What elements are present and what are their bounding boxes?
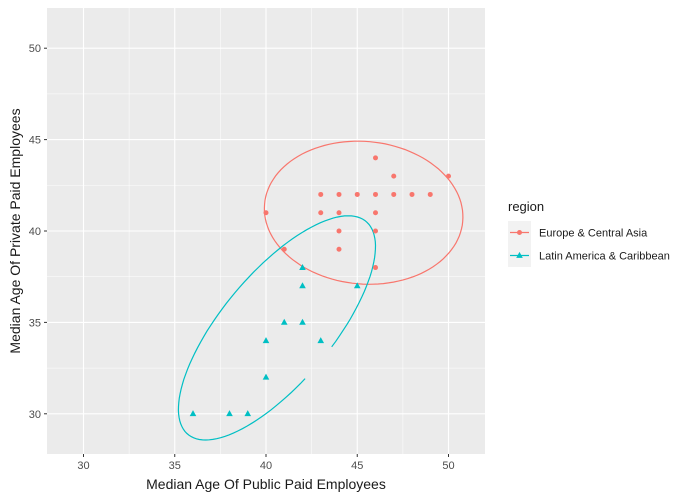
y-axis-title: Median Age Of Private Paid Employees [7,108,23,353]
y-tick-label: 40 [29,226,41,238]
legend-label: Europe & Central Asia [539,228,648,240]
data-point-circle [409,191,415,197]
data-point-circle [427,191,433,197]
data-point-circle [373,155,378,161]
legend: region Europe & Central Asia Latin Americ… [508,199,670,267]
data-point-triangle [262,373,270,380]
data-point-circle [391,173,397,179]
data-point-triangle [299,263,306,270]
data-point-triangle [262,337,270,344]
data-point-circle [281,246,287,252]
data-point-circle [336,210,342,216]
legend-key-circle [517,230,522,235]
data-point-circle [373,210,378,216]
data-point-circle [318,210,324,216]
y-tick-label: 45 [29,135,41,147]
x-tick-label: 50 [442,460,454,472]
data-points [189,155,451,417]
confidence-ellipse [263,140,464,285]
x-tick-label: 30 [77,460,89,472]
data-point-circle [336,191,342,197]
data-point-circle [354,191,360,197]
data-point-circle [373,265,378,271]
y-tick-label: 30 [29,409,41,421]
data-point-triangle [299,282,306,289]
data-point-triangle [353,282,361,289]
data-point-circle [318,191,324,197]
data-point-triangle [189,410,197,417]
legend-label: Latin America & Caribbean [539,251,670,263]
data-point-circle [336,246,342,252]
confidence-ellipses [177,140,464,441]
data-point-triangle [244,410,252,417]
legend-title: region [508,199,544,214]
data-point-triangle [299,318,306,325]
y-tick-label: 50 [29,43,41,55]
data-point-circle [446,173,451,179]
legend-key-triangle [516,251,523,258]
confidence-ellipse [177,215,377,441]
data-point-circle [336,228,342,234]
x-axis-title: Median Age Of Public Paid Employees [146,476,386,492]
x-tick-label: 35 [169,460,181,472]
data-point-circle [373,191,378,197]
data-point-triangle [317,337,325,344]
data-point-circle [373,228,378,234]
y-tick-label: 35 [29,317,41,329]
data-point-circle [263,210,269,216]
x-tick-label: 45 [351,460,363,472]
data-point-triangle [280,318,288,325]
data-point-circle [391,191,397,197]
x-tick-label: 40 [260,460,272,472]
axes: 30 35 40 45 50 30 35 40 45 50 [29,43,455,472]
data-point-triangle [226,410,233,417]
